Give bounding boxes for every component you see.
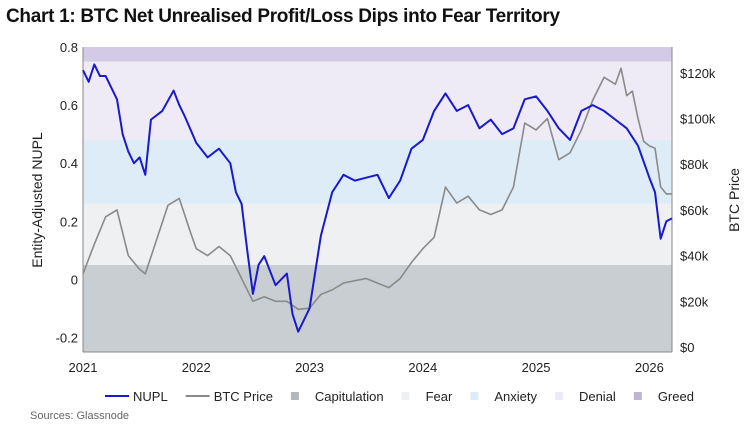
series-btc-price [82, 67, 672, 311]
series-nupl [82, 63, 673, 333]
x-tick-label: 2023 [295, 360, 324, 375]
band-denial [83, 61, 672, 140]
y2-tick-label: $120k [680, 66, 716, 81]
y2-tick-label: $100k [680, 112, 716, 127]
y2-axis-title: BTC Price [726, 168, 742, 232]
legend-swatch-anxiety [470, 392, 479, 400]
y2-tick-label: $60k [680, 203, 709, 218]
x-tick-label: 2026 [635, 360, 664, 375]
legend-label-btc-price: BTC Price [214, 389, 273, 404]
band-fear [83, 203, 672, 265]
band-capitulation [83, 264, 672, 352]
x-tick-label: 2024 [408, 360, 437, 375]
legend-label-fear: Fear [426, 389, 453, 404]
y2-tick-label: $80k [680, 157, 709, 172]
y2-tick-label: $40k [680, 249, 709, 264]
chart-title: Chart 1: BTC Net Unrealised Profit/Loss … [6, 6, 560, 27]
source-note: Sources: Glassnode [30, 410, 130, 422]
band-greed [83, 47, 672, 62]
y-tick-label: 0.8 [60, 40, 78, 55]
legend-swatch-greed [633, 392, 642, 400]
y-tick-label: 0.4 [60, 156, 78, 171]
legend-label-anxiety: Anxiety [494, 389, 537, 404]
y-tick-label: 0.6 [60, 98, 78, 113]
legend-label-capitulation: Capitulation [315, 389, 384, 404]
x-tick-label: 2025 [522, 360, 551, 375]
y2-tick-label: $20k [680, 294, 709, 309]
y-tick-label: -0.2 [56, 330, 78, 345]
legend-label-denial: Denial [579, 389, 616, 404]
band-anxiety [83, 139, 672, 204]
legend-swatch-capitulation [290, 392, 299, 400]
y-tick-label: 0 [71, 272, 78, 287]
legend-swatch-denial [554, 392, 563, 400]
x-tick-label: 2021 [69, 360, 98, 375]
y-tick-label: 0.2 [60, 214, 78, 229]
x-tick-label: 2022 [182, 360, 211, 375]
y2-tick-label: $0 [680, 340, 694, 355]
legend-swatch-fear [401, 392, 410, 400]
legend-label-nupl: NUPL [133, 389, 168, 404]
legend-label-greed: Greed [658, 389, 694, 404]
y-axis-title: Entity-Adjusted NUPL [29, 132, 45, 268]
